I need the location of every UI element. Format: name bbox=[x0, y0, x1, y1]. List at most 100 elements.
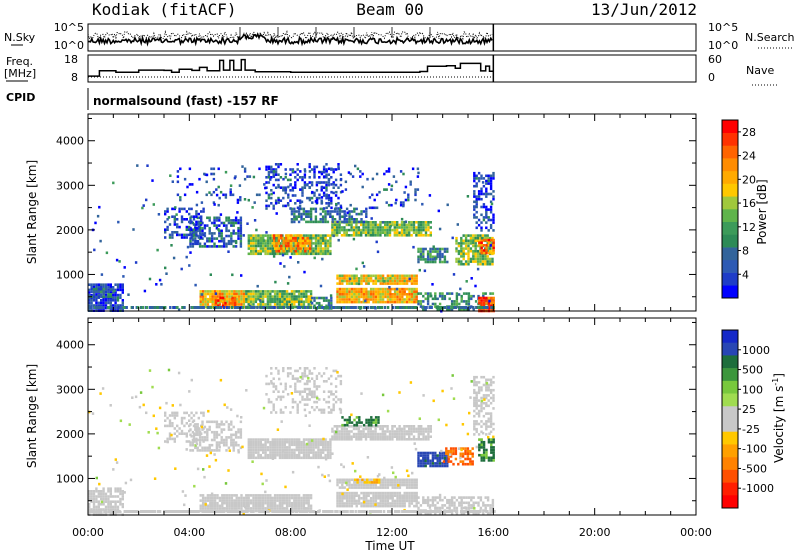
echo-cell bbox=[452, 452, 455, 456]
echo-cell bbox=[386, 223, 389, 227]
echo-cell bbox=[355, 290, 358, 293]
echo-cell bbox=[95, 505, 98, 509]
echo-cell bbox=[350, 499, 354, 503]
echo-cell bbox=[415, 486, 418, 489]
echo-cell bbox=[283, 499, 286, 502]
echo-cell bbox=[239, 420, 243, 424]
echo-cell bbox=[196, 216, 199, 220]
echo-cell bbox=[465, 496, 468, 499]
echo-cell bbox=[365, 212, 368, 216]
echo-cell bbox=[191, 221, 195, 225]
echo-cell bbox=[357, 435, 360, 438]
echo-cell bbox=[219, 299, 222, 302]
echo-cell bbox=[249, 300, 253, 304]
echo-cell bbox=[386, 483, 390, 487]
echo-cell bbox=[263, 183, 266, 186]
echo-cell bbox=[434, 496, 437, 499]
echo-cell bbox=[252, 451, 255, 454]
echo-cell bbox=[448, 292, 451, 295]
ground-scatter-cell bbox=[309, 306, 313, 309]
echo-cell bbox=[391, 223, 394, 227]
echo-cell bbox=[300, 290, 303, 293]
echo-cell bbox=[345, 427, 348, 431]
echo-cell bbox=[489, 200, 493, 204]
echo-cell bbox=[403, 427, 406, 431]
echo-cell bbox=[314, 234, 318, 237]
echo-cell bbox=[424, 228, 428, 232]
echo-cell bbox=[384, 282, 387, 285]
echo-cell bbox=[214, 304, 218, 308]
echo-cell bbox=[367, 504, 370, 508]
echo-cell bbox=[254, 234, 258, 237]
echo-cell bbox=[469, 460, 472, 463]
echo-cell bbox=[379, 234, 382, 237]
echo-cell bbox=[288, 295, 291, 298]
echo-cell bbox=[431, 297, 435, 301]
echo-cell bbox=[462, 262, 465, 266]
echo-cell bbox=[212, 177, 216, 181]
echo-cell bbox=[474, 252, 477, 256]
echo-cell bbox=[434, 294, 437, 298]
ground-scatter-cell bbox=[321, 306, 324, 309]
ground-scatter-cell bbox=[392, 306, 395, 309]
echo-cell bbox=[441, 260, 444, 264]
echo-cell bbox=[257, 236, 260, 240]
echo-speck bbox=[364, 299, 367, 303]
echo-cell bbox=[261, 297, 265, 301]
echo-cell bbox=[386, 478, 390, 482]
echo-cell bbox=[369, 427, 372, 431]
echo-cell bbox=[310, 456, 313, 460]
echo-cell bbox=[426, 250, 430, 253]
echo-cell bbox=[252, 494, 255, 497]
echo-cell bbox=[343, 300, 346, 304]
echo-cell bbox=[486, 498, 490, 502]
echo-cell bbox=[313, 304, 316, 308]
echo-cell bbox=[487, 174, 490, 178]
echo-cell bbox=[197, 220, 200, 224]
echo-cell bbox=[345, 290, 349, 293]
echo-cell bbox=[88, 291, 91, 294]
echo-cell bbox=[476, 257, 480, 261]
echo-cell bbox=[211, 501, 214, 505]
echo-cell bbox=[355, 432, 358, 436]
echo-cell bbox=[457, 260, 461, 263]
echo-cell bbox=[334, 207, 338, 210]
echo-cell bbox=[469, 239, 473, 243]
echo-cell bbox=[247, 292, 250, 296]
echo-speck bbox=[219, 213, 223, 216]
echo-cell bbox=[171, 411, 174, 415]
echo-cell bbox=[350, 293, 354, 296]
echo-cell bbox=[278, 295, 282, 298]
echo-cell bbox=[307, 220, 310, 224]
echo-cell bbox=[285, 494, 289, 497]
echo-cell bbox=[278, 303, 282, 306]
echo-cell bbox=[340, 435, 344, 438]
echo-cell bbox=[286, 448, 289, 452]
ground-scatter-cell bbox=[314, 306, 317, 309]
echo-cell bbox=[305, 220, 308, 224]
echo-cell bbox=[231, 193, 235, 197]
echo-speck bbox=[355, 267, 358, 271]
echo-cell bbox=[215, 219, 219, 222]
echo-speck bbox=[199, 221, 202, 225]
echo-cell bbox=[426, 300, 430, 303]
echo-cell bbox=[329, 453, 332, 457]
echo-cell bbox=[438, 454, 442, 457]
echo-cell bbox=[360, 212, 363, 216]
echo-cell bbox=[317, 234, 320, 237]
echo-cell bbox=[198, 229, 202, 233]
echo-cell bbox=[191, 237, 195, 240]
echo-cell bbox=[467, 242, 470, 245]
echo-cell bbox=[213, 430, 216, 434]
echo-cell bbox=[341, 298, 344, 301]
echo-cell bbox=[230, 219, 233, 222]
echo-cell bbox=[377, 298, 380, 301]
echo-cell bbox=[233, 295, 236, 298]
echo-speck bbox=[215, 193, 219, 197]
echo-cell bbox=[489, 506, 492, 510]
echo-cell bbox=[403, 438, 406, 441]
echo-cell bbox=[201, 221, 204, 225]
echo-cell bbox=[313, 194, 316, 197]
echo-cell bbox=[403, 494, 406, 497]
echo-cell bbox=[295, 300, 298, 304]
